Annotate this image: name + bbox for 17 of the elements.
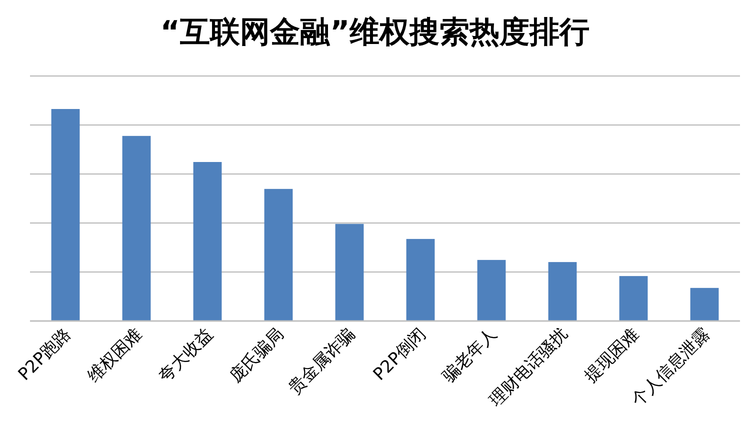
bar: [335, 224, 364, 321]
bar: [122, 136, 151, 321]
bar: [51, 109, 80, 321]
bar: [264, 188, 293, 321]
bar: [406, 238, 435, 321]
x-tick-label: 骗老年人: [438, 324, 502, 387]
x-tick-label: 夸大收益: [154, 324, 218, 387]
bar: [619, 276, 648, 321]
chart-title: “互联网金融”维权搜索热度排行: [160, 15, 590, 50]
x-tick-label: P2P倒闭: [370, 324, 430, 385]
bar: [477, 260, 506, 321]
bar: [193, 162, 222, 321]
x-tick-label: P2P跑路: [14, 324, 76, 385]
bar: [548, 262, 577, 321]
bar: [690, 288, 719, 321]
x-tick-label: 提现困难: [580, 324, 644, 387]
x-tick-label: 维权困难: [84, 324, 146, 387]
